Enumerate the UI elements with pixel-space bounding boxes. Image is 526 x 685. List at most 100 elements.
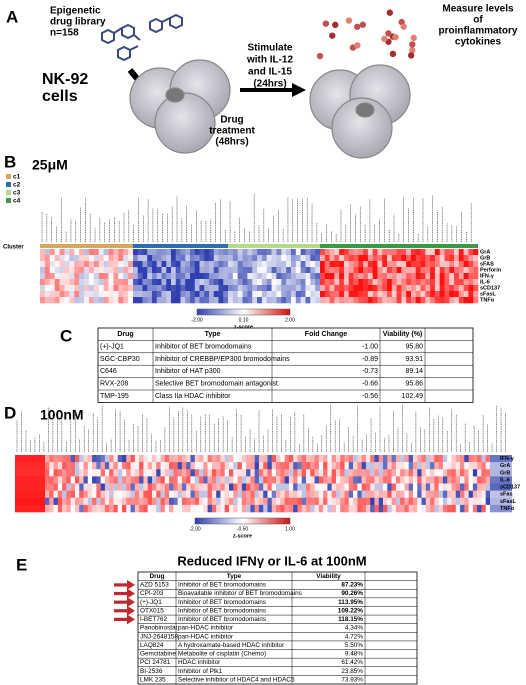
heatmap-cell: [194, 267, 200, 274]
heatmap-cell: [357, 483, 362, 491]
table-header: Fold Change: [305, 331, 347, 338]
heatmap-cell: [79, 261, 85, 268]
heatmap-cell: [425, 462, 431, 470]
heatmap-cell: [406, 261, 412, 268]
heatmap-cell: [444, 297, 450, 304]
heatmap-cell: [199, 476, 204, 484]
heatmap-cell: [415, 273, 421, 280]
heatmap-cell: [113, 462, 119, 470]
heatmap-cell: [87, 455, 93, 463]
heatmap-cell: [40, 285, 46, 292]
heatmap-cell: [339, 291, 345, 298]
heatmap-cell: [98, 249, 104, 256]
heatmap-cell: [284, 483, 290, 491]
heatmap-cell: [468, 490, 474, 499]
heatmap-cell: [143, 455, 148, 463]
heatmap-cell: [241, 469, 247, 477]
heatmap-cell: [123, 279, 129, 286]
heatmap-cell: [387, 462, 392, 470]
heatmap-cell: [290, 255, 297, 262]
heatmap-cell: [49, 267, 55, 274]
heatmap-cell: [449, 255, 455, 262]
heatmap-cell: [258, 490, 264, 499]
heatmap-cell: [463, 279, 469, 286]
heatmap-cell: [378, 490, 384, 499]
heatmap-cell: [339, 273, 345, 280]
heatmap-cell: [406, 249, 412, 256]
heatmap-cell: [439, 285, 445, 292]
heatmap-cell: [134, 497, 140, 506]
table-cell: Inhibitor of BET bromodomains: [178, 616, 266, 623]
heatmap-cell: [412, 476, 418, 484]
heatmap-cell: [339, 279, 345, 286]
heatmap-cell: [370, 469, 375, 477]
heatmap-cell: [241, 455, 247, 463]
heatmap-cell: [70, 504, 76, 513]
heatmap-cell: [295, 291, 301, 298]
heatmap-cell: [276, 462, 281, 470]
heatmap-cell: [98, 273, 104, 280]
heatmap-cell: [250, 469, 255, 477]
heatmap-cell: [83, 462, 89, 470]
heatmap-cell: [293, 497, 298, 506]
heatmap-cell: [324, 297, 330, 304]
heatmap-cell: [74, 261, 80, 268]
heatmap-cell: [464, 476, 469, 484]
heatmap-cell: [147, 490, 153, 499]
heatmap-cell: [348, 476, 354, 484]
heatmap-cell: [442, 469, 448, 477]
heatmap-cell: [310, 255, 316, 262]
heatmap-cell: [455, 476, 461, 484]
heatmap-cell: [477, 455, 482, 463]
heatmap-cell: [181, 504, 187, 513]
row-label: TNFα: [500, 506, 515, 512]
heatmap-cell: [365, 504, 371, 513]
heatmap-cell: [455, 483, 461, 491]
table-cell: Panobinostat: [140, 625, 178, 632]
heatmap-cell: [211, 483, 217, 491]
heatmap-cell: [485, 483, 491, 491]
heatmap-cell: [460, 504, 465, 513]
heatmap-cell: [44, 249, 51, 256]
heatmap-cell: [104, 497, 110, 506]
scale-label: 2.00: [285, 317, 295, 323]
heatmap-cell: [472, 490, 478, 499]
heatmap-cell: [442, 497, 448, 506]
heatmap-cell: [425, 249, 431, 256]
heatmap-cell: [290, 273, 297, 280]
heatmap-cell: [315, 297, 321, 304]
heatmap-cell: [53, 455, 59, 463]
heatmap-cell: [263, 462, 268, 470]
heatmap-cell: [434, 285, 440, 292]
heatmap-cell: [310, 504, 315, 513]
heatmap-cell: [59, 279, 65, 286]
heatmap-cell: [444, 273, 450, 280]
heatmap-cell: [261, 255, 268, 262]
heatmap-cell: [203, 476, 208, 484]
heatmap-cell: [237, 497, 243, 506]
heatmap-cell: [113, 285, 119, 292]
cytokine-dot: [400, 23, 407, 30]
cluster-label: Cluster: [3, 245, 24, 251]
panel-letter: A: [6, 7, 18, 26]
heatmap-cell: [84, 273, 90, 280]
heatmap-cell: [374, 497, 380, 506]
heatmap-cell: [454, 261, 460, 268]
heatmap-cell: [103, 273, 109, 280]
dose: 25μM: [32, 157, 68, 173]
heatmap-cell: [96, 497, 101, 506]
heatmap-cell: [463, 267, 469, 274]
panel-letter: D: [4, 403, 16, 422]
heatmap-cell: [383, 483, 388, 491]
heatmap-cell: [79, 455, 84, 463]
heatmap-cell: [357, 497, 362, 506]
heatmap-cell: [93, 249, 100, 256]
heatmap-cell: [247, 285, 253, 292]
heatmap-cell: [430, 267, 436, 274]
heatmap-cell: [108, 249, 114, 256]
heatmap-cell: [444, 279, 450, 286]
heatmap-cell: [213, 285, 219, 292]
heatmap-cell: [218, 273, 224, 280]
heatmap-cell: [59, 273, 65, 280]
heatmap-cell: [314, 469, 320, 477]
